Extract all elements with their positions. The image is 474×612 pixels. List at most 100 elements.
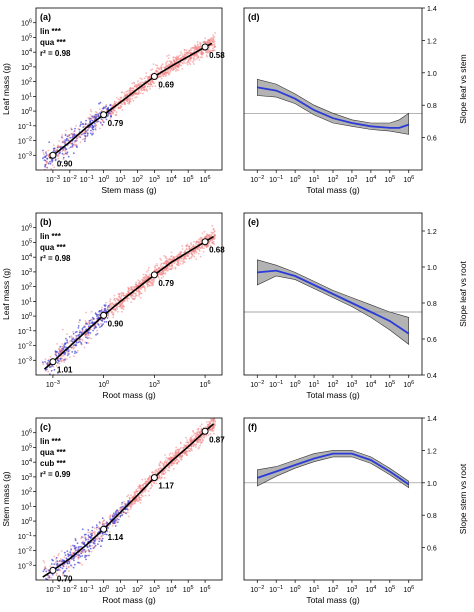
scatter-point-red bbox=[193, 252, 196, 255]
scatter-point-blue bbox=[62, 156, 65, 159]
scatter-point-red bbox=[208, 423, 211, 426]
scatter-point-red bbox=[195, 58, 197, 61]
scatter-point-red bbox=[69, 356, 71, 358]
slope-line bbox=[257, 86, 409, 129]
x-axis-label: Root mass (g) bbox=[102, 390, 156, 400]
scatter-point-red bbox=[178, 63, 181, 66]
scatter-point-red bbox=[65, 358, 68, 360]
scatter-point-red bbox=[95, 111, 98, 114]
scatter-point-red bbox=[129, 506, 132, 508]
scatter-point-red bbox=[183, 60, 185, 63]
scatter-point-red bbox=[201, 439, 204, 441]
scatter-point-red bbox=[110, 113, 113, 116]
scatter-point-red bbox=[154, 471, 156, 474]
scatter-point-blue bbox=[76, 146, 78, 149]
scatter-point-red bbox=[184, 452, 186, 455]
scatter-point-red bbox=[71, 553, 73, 556]
scatter-point-red bbox=[153, 265, 156, 268]
x-tick-label: 101 bbox=[115, 585, 126, 594]
scatter-point-red bbox=[107, 308, 109, 311]
scatter-point-blue bbox=[74, 539, 77, 542]
scatter-point-red bbox=[127, 97, 129, 100]
scatter-point-blue bbox=[77, 546, 80, 549]
stat-label: qua *** bbox=[40, 243, 67, 252]
scatter-point-red bbox=[156, 263, 158, 265]
scatter-point-red bbox=[187, 245, 190, 248]
scatter-point-blue bbox=[91, 119, 94, 122]
scatter-point-red bbox=[150, 83, 153, 85]
y-tick-label: 0.8 bbox=[427, 103, 437, 110]
scatter-point-red bbox=[162, 265, 164, 268]
scatter-point-red bbox=[145, 282, 148, 285]
scatter-point-blue bbox=[97, 324, 100, 326]
scatter-point-blue bbox=[72, 557, 75, 560]
x-tick-label: 10−2 bbox=[250, 585, 264, 594]
scatter-point-red bbox=[81, 564, 84, 566]
scatter-point-red bbox=[141, 478, 144, 481]
scatter-point-red bbox=[129, 508, 132, 510]
scatter-point-red bbox=[198, 430, 200, 432]
scatter-point-red bbox=[62, 355, 65, 357]
scatter-point-red bbox=[205, 434, 208, 437]
scatter-point-red bbox=[111, 525, 114, 527]
slope-marker bbox=[201, 238, 209, 246]
scatter-point-red bbox=[187, 449, 190, 452]
scatter-point-blue bbox=[56, 362, 59, 364]
scatter-point-red bbox=[145, 75, 147, 78]
confidence-band bbox=[257, 259, 409, 346]
scatter-point-red bbox=[137, 490, 140, 492]
scatter-point-red bbox=[181, 53, 184, 55]
scatter-point-blue bbox=[85, 342, 88, 344]
scatter-point-red bbox=[131, 82, 134, 85]
scatter-point-blue bbox=[101, 537, 104, 540]
scatter-point-red bbox=[197, 238, 200, 241]
scatter-point-red bbox=[209, 244, 212, 247]
scatter-point-blue bbox=[88, 331, 90, 334]
scatter-point-red bbox=[147, 280, 150, 283]
scatter-point-red bbox=[154, 264, 157, 267]
scatter-point-red bbox=[135, 96, 138, 99]
scatter-point-red bbox=[163, 66, 166, 69]
scatter-point-red bbox=[143, 483, 145, 485]
plot-frame bbox=[35, 417, 223, 581]
scatter-point-red bbox=[212, 34, 215, 36]
scatter-point-blue bbox=[94, 544, 97, 547]
scatter-point-red bbox=[61, 137, 64, 140]
scatter-point-red bbox=[194, 446, 197, 448]
scatter-point-red bbox=[147, 285, 149, 288]
scatter-point-blue bbox=[56, 568, 58, 571]
scatter-point-red bbox=[116, 97, 118, 99]
scatter-point-red bbox=[189, 439, 191, 441]
scatter-point-red bbox=[118, 294, 121, 297]
panel-label: (e) bbox=[248, 217, 259, 227]
scatter-point-blue bbox=[72, 144, 74, 146]
scatter-point-red bbox=[140, 83, 142, 86]
scatter-point-red bbox=[148, 494, 151, 497]
x-tick-label: 101 bbox=[115, 175, 126, 184]
slope-label: 0.69 bbox=[158, 80, 174, 89]
scatter-point-red bbox=[43, 567, 46, 569]
scatter-point-red bbox=[193, 47, 196, 50]
scatter-point-blue bbox=[67, 553, 70, 556]
stat-label: lin *** bbox=[40, 232, 62, 241]
scatter-point-red bbox=[148, 76, 151, 79]
scatter-point-red bbox=[162, 270, 165, 273]
scatter-point-red bbox=[190, 49, 193, 52]
stat-label: lin *** bbox=[40, 437, 62, 446]
scatter-point-red bbox=[42, 363, 45, 366]
scatter-point-red bbox=[186, 441, 189, 444]
scatter-point-red bbox=[164, 454, 167, 456]
scatter-point-red bbox=[52, 144, 55, 147]
scatter-point-red bbox=[145, 72, 148, 74]
scatter-point-red bbox=[133, 492, 136, 495]
scatter-point-red bbox=[164, 459, 167, 462]
scatter-point-blue bbox=[114, 512, 117, 515]
scatter-point-red bbox=[145, 480, 148, 483]
scatter-point-red bbox=[128, 103, 131, 105]
scatter-point-red bbox=[176, 256, 178, 258]
scatter-point-red bbox=[149, 88, 152, 90]
stat-label: r² = 0.98 bbox=[40, 254, 71, 263]
scatter-point-blue bbox=[84, 551, 87, 553]
scatter-point-red bbox=[71, 142, 73, 145]
scatter-point-red bbox=[152, 63, 155, 65]
